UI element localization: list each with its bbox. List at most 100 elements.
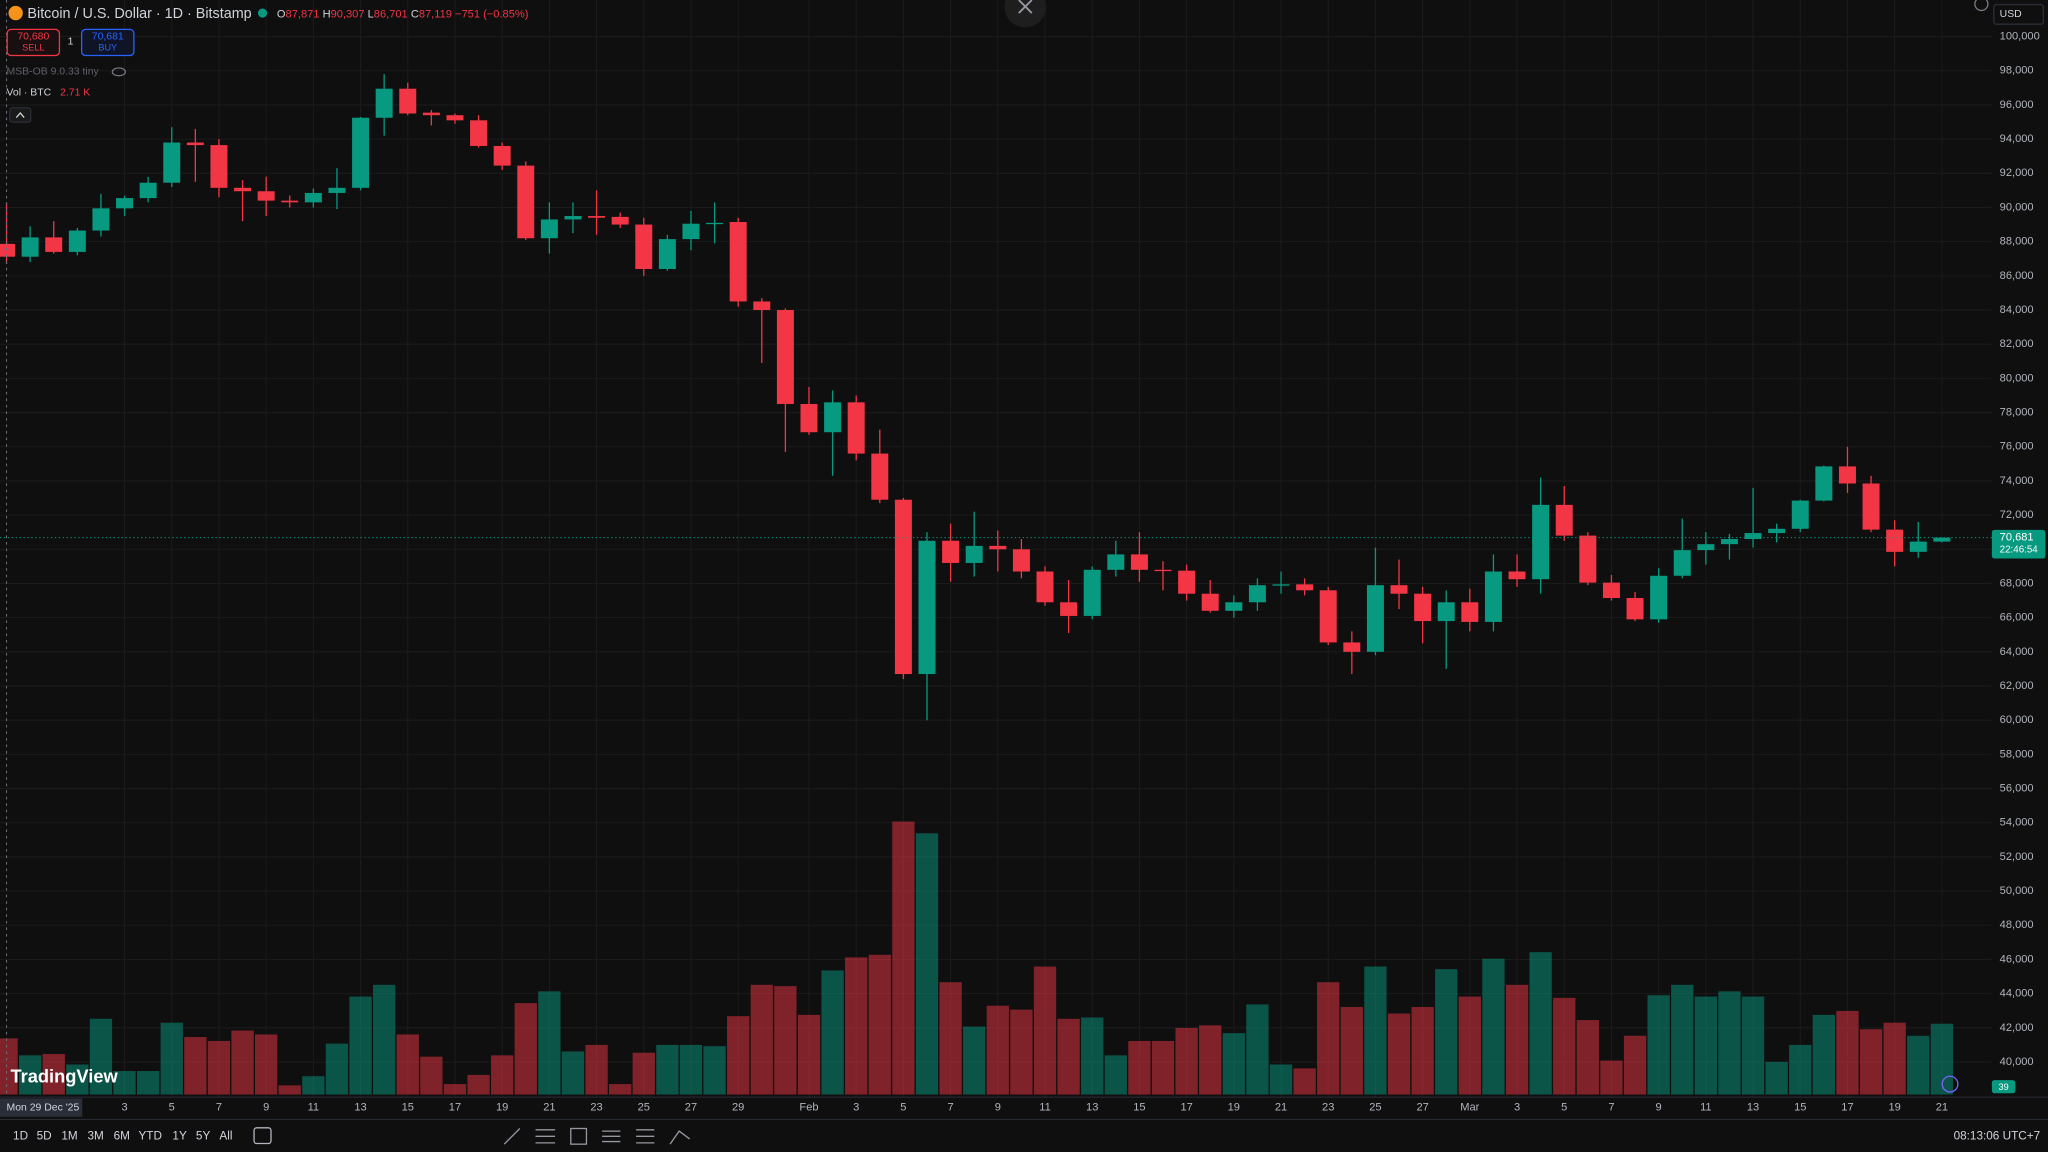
volume-bar	[160, 1022, 183, 1095]
volume-bar	[1694, 996, 1717, 1095]
candle-body	[824, 402, 842, 433]
candle-body	[776, 310, 794, 405]
x-tick-label: 9	[1656, 1102, 1662, 1114]
volume-bar	[538, 991, 561, 1095]
x-tick-label: Feb	[799, 1102, 818, 1114]
volume-bar	[255, 1034, 278, 1095]
y-tick-label: 66,000	[2000, 612, 2034, 624]
candle-body	[257, 191, 275, 201]
x-tick-label: 7	[1608, 1102, 1614, 1114]
badge-box[interactable]	[1991, 1080, 2016, 1094]
candle-body	[588, 216, 606, 218]
candle-body	[1579, 535, 1597, 583]
candle-body	[1815, 466, 1833, 501]
ohlc-key: L	[368, 8, 374, 20]
candle-body	[1532, 504, 1550, 580]
settings-icon[interactable]	[1974, 0, 1989, 12]
last-price-box	[1991, 529, 2046, 559]
ohlc-key: O	[277, 8, 286, 20]
candle-body	[658, 239, 676, 270]
currency-button[interactable]	[1993, 3, 2045, 25]
candle-body	[1366, 585, 1384, 652]
timeframe-button[interactable]: 1Y	[172, 1129, 187, 1142]
x-tick-label: 11	[308, 1102, 320, 1114]
volume-bar	[89, 1018, 113, 1095]
x-tick-label: 5	[169, 1102, 175, 1114]
y-tick-label: 46,000	[2000, 953, 2034, 965]
trendline-tool[interactable]	[503, 1128, 521, 1145]
timeframe-button[interactable]: 6M	[114, 1129, 130, 1142]
y-tick-label: 88,000	[2000, 236, 2034, 248]
candle-body	[942, 540, 960, 563]
y-tick-label: 48,000	[2000, 919, 2034, 931]
volume-bar	[373, 984, 396, 1095]
fib-tool[interactable]	[535, 1129, 556, 1144]
timeframe-button[interactable]: 5D	[37, 1129, 52, 1142]
x-tick-label: 27	[1416, 1102, 1428, 1114]
sell-button[interactable]	[6, 28, 61, 57]
ohlc-value: 87,119	[419, 8, 452, 20]
x-tick-label: 13	[1086, 1102, 1098, 1114]
timeframe-button[interactable]: 3M	[88, 1129, 104, 1142]
candle-body	[1437, 602, 1455, 622]
timeframe-button[interactable]: YTD	[138, 1129, 162, 1142]
eye-icon[interactable]	[111, 67, 126, 77]
market-dot	[257, 8, 268, 18]
timeframe-button[interactable]: 1M	[61, 1129, 77, 1142]
y-tick-label: 62,000	[2000, 680, 2034, 692]
candle-body	[1626, 597, 1644, 620]
candle-body	[1154, 569, 1172, 572]
candle-body	[1201, 593, 1219, 611]
timeframe-button[interactable]: 5Y	[196, 1129, 211, 1142]
y-tick-label: 72,000	[2000, 509, 2034, 521]
volume-bar	[1505, 984, 1529, 1095]
volume-bar	[1623, 1035, 1647, 1095]
candle-body	[1933, 537, 1951, 542]
volume-label[interactable]: Vol · BTC	[7, 88, 52, 99]
rectangle-tool[interactable]	[570, 1127, 588, 1145]
x-tick-label: 19	[1228, 1102, 1240, 1114]
volume-bar	[656, 1044, 679, 1095]
assistant-icon[interactable]	[1941, 1075, 1959, 1093]
x-tick-label: Mar	[1460, 1102, 1479, 1114]
y-tick-label: 44,000	[2000, 988, 2034, 1000]
candle-body	[163, 142, 181, 183]
candle-body	[1178, 570, 1196, 594]
candle-body	[1720, 539, 1738, 545]
x-tick-label: 17	[1180, 1102, 1192, 1114]
volume-bar	[727, 1016, 750, 1095]
pattern-tool[interactable]	[602, 1130, 621, 1143]
y-tick-label: 94,000	[2000, 133, 2034, 145]
volume-bar	[1175, 1027, 1198, 1095]
ohlc-value: 90,307	[331, 8, 365, 20]
volume-bar	[1718, 991, 1741, 1095]
spread: 1	[68, 37, 74, 48]
y-tick-label: 86,000	[2000, 270, 2034, 282]
candle-body	[1414, 593, 1432, 622]
candle-body	[399, 88, 417, 114]
x-tick-label: 27	[685, 1102, 697, 1114]
volume-bar	[1199, 1025, 1222, 1095]
projection-tool[interactable]	[636, 1129, 655, 1144]
timeframe-button[interactable]: 1D	[13, 1129, 28, 1142]
date-range-icon[interactable]	[253, 1127, 272, 1145]
volume-bar	[679, 1044, 703, 1095]
symbol[interactable]: Bitcoin / U.S. Dollar · 1D · Bitstamp	[27, 6, 251, 22]
candle-body	[21, 237, 39, 257]
candle-body	[446, 115, 464, 121]
x-tick-label: 13	[354, 1102, 366, 1114]
close-button[interactable]	[1004, 0, 1047, 28]
indicator-name[interactable]: MSB-OB 9.0.33 tiny	[7, 67, 100, 78]
candle-body	[894, 499, 912, 675]
countdown: 22:46:54	[2000, 545, 2039, 556]
candle-body	[1602, 582, 1620, 598]
buy-label: BUY	[98, 43, 117, 53]
buy-button[interactable]	[80, 28, 135, 57]
x-tick-label: 3	[853, 1102, 859, 1114]
brush-tool[interactable]	[669, 1130, 691, 1145]
timeframe-button[interactable]: All	[219, 1129, 232, 1142]
brand-logo[interactable]: TradingView	[10, 1065, 118, 1086]
candle-body	[989, 545, 1007, 550]
ohlc: O87,871 H90,307 L86,701 C87,119 −751 (−0…	[277, 8, 529, 20]
collapse-button[interactable]	[9, 107, 32, 123]
